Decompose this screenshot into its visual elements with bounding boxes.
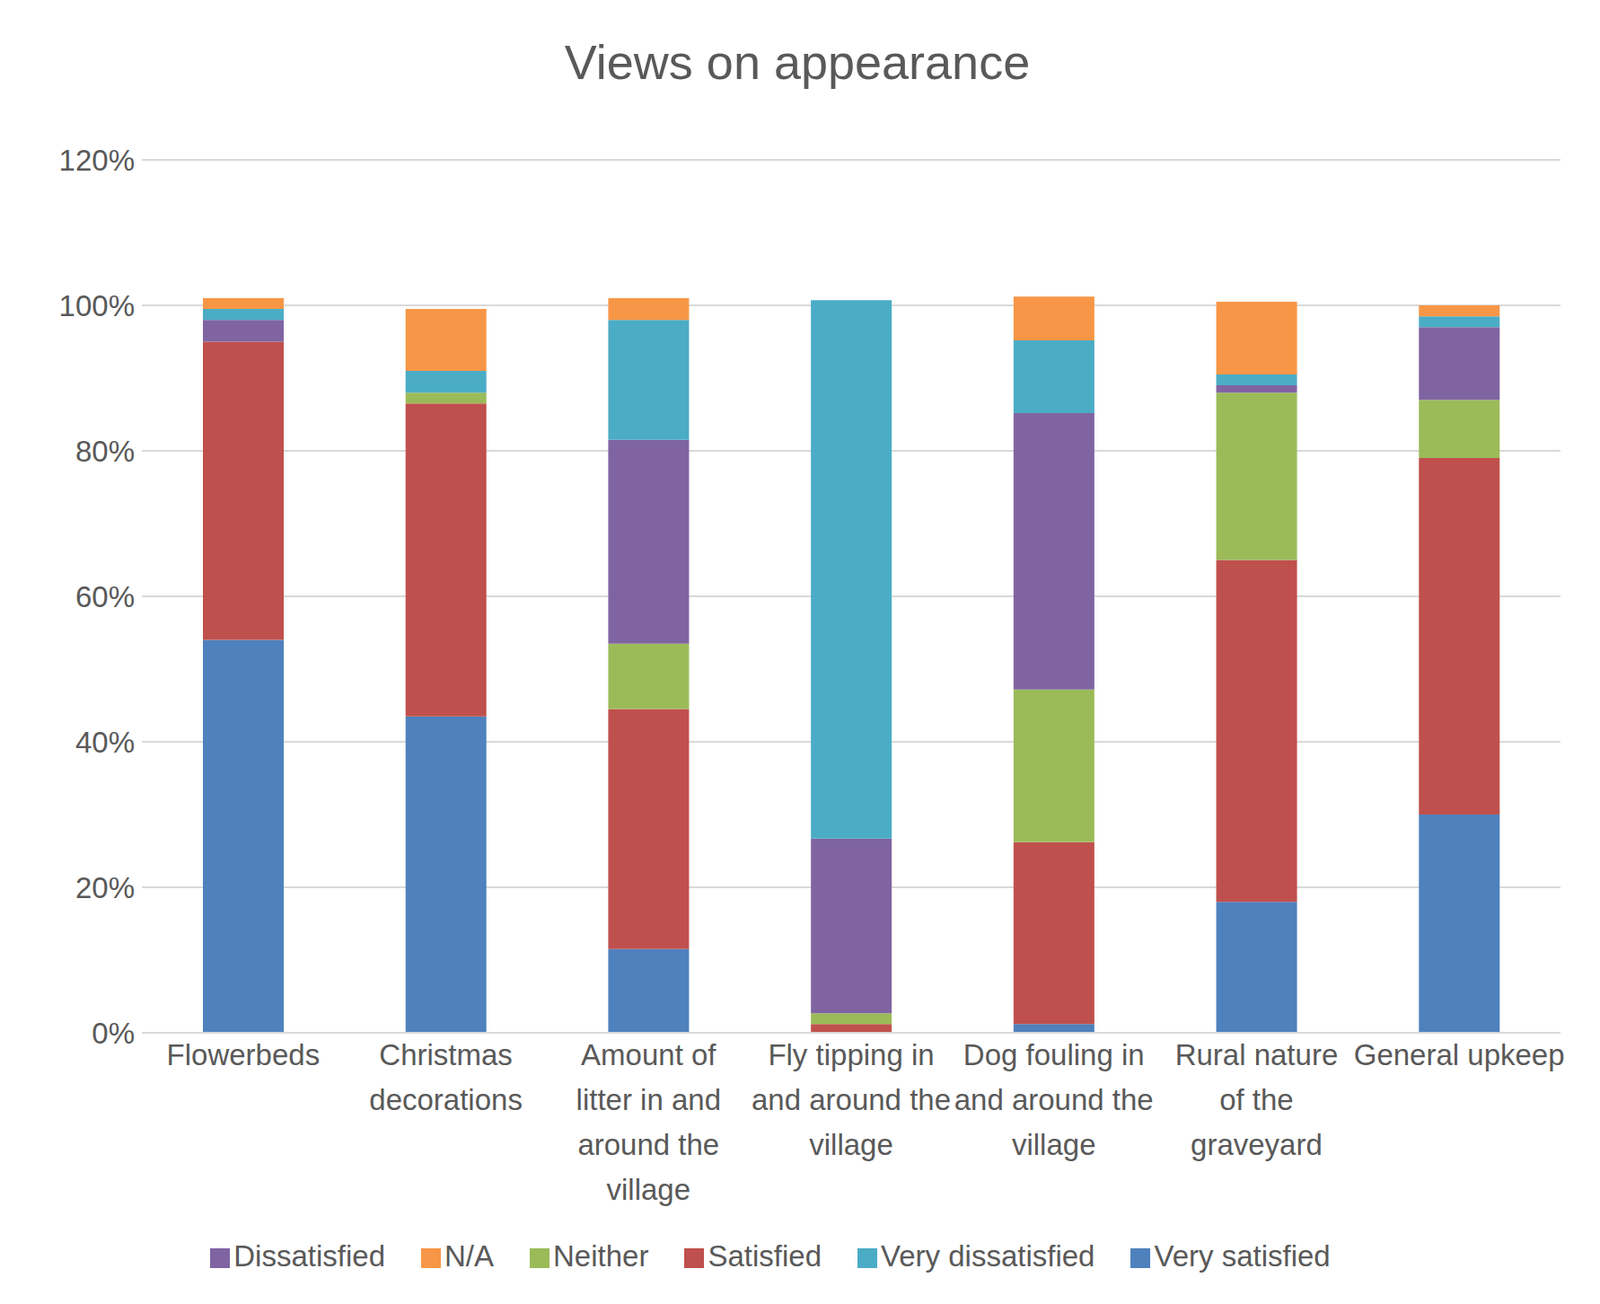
svg-text:of the: of the [1219, 1082, 1294, 1117]
html-text:Very dissatisfied: Very dissatisfied [880, 1239, 1095, 1273]
svg-text:Rural nature: Rural nature [1175, 1037, 1339, 1072]
svg-text:graveyard: graveyard [1190, 1127, 1323, 1161]
svg-text:40%: 40% [75, 725, 135, 759]
html-text:N/A: N/A [444, 1239, 494, 1273]
svg-text:80%: 80% [75, 434, 135, 468]
svg-text:village: village [808, 1127, 894, 1161]
svg-text:around the: around the [577, 1127, 720, 1161]
svg-text:village: village [1011, 1127, 1097, 1161]
svg-text:Dog fouling in: Dog fouling in [963, 1037, 1145, 1072]
html-text:Views on appearance: Views on appearance [564, 35, 1031, 89]
svg-text:and around the: and around the [751, 1082, 951, 1117]
svg-text:20%: 20% [75, 870, 135, 905]
html-text:Neither: Neither [553, 1239, 649, 1273]
svg-text:litter in and: litter in and [576, 1082, 721, 1117]
html-text:Dissatisfied: Dissatisfied [233, 1239, 386, 1273]
svg-text:100%: 100% [59, 289, 135, 323]
svg-text:decorations: decorations [369, 1082, 523, 1117]
svg-text:60%: 60% [75, 580, 135, 614]
svg-text:General upkeep: General upkeep [1353, 1037, 1565, 1072]
svg-text:Amount of: Amount of [580, 1037, 717, 1072]
svg-text:and around the: and around the [954, 1082, 1154, 1117]
html-text:Satisfied: Satisfied [707, 1239, 822, 1273]
svg-text:0%: 0% [91, 1016, 135, 1050]
svg-text:Flowerbeds: Flowerbeds [167, 1037, 321, 1072]
html-text:Very satisfied: Very satisfied [1154, 1239, 1331, 1273]
svg-text:Fly tipping in: Fly tipping in [767, 1037, 934, 1072]
svg-text:Christmas: Christmas [378, 1037, 513, 1072]
svg-text:village: village [606, 1172, 692, 1206]
svg-text:120%: 120% [59, 143, 135, 177]
